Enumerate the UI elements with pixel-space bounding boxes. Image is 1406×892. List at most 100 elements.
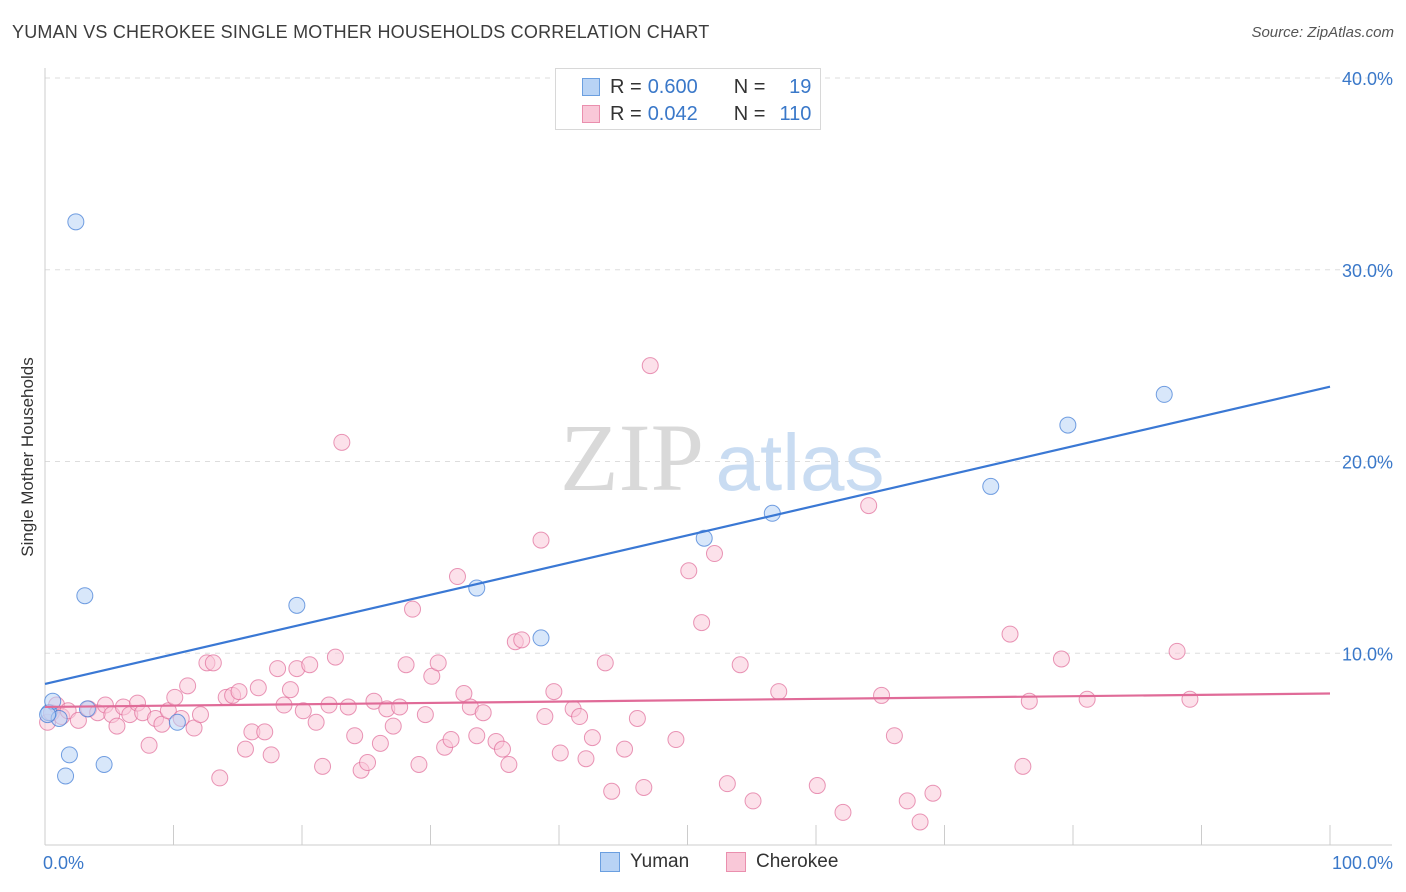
cherokee-point-23 [191, 706, 209, 724]
cherokee-point-107 [1078, 690, 1096, 708]
legend-swatch-yuman [600, 852, 620, 872]
yuman-point-6 [76, 587, 94, 605]
cherokee-point-95 [808, 777, 826, 795]
cherokee-point-108 [1168, 642, 1186, 660]
cherokee-point-34 [262, 746, 280, 764]
cherokee-point-100 [898, 792, 916, 810]
n-value-cherokee: 110 [779, 102, 812, 125]
cherokee-point-74 [536, 708, 554, 726]
yuman-point-10 [288, 596, 306, 614]
cherokee-point-60 [429, 654, 447, 672]
n-value-yuman: 19 [789, 75, 812, 98]
yuman-point-8 [95, 755, 113, 773]
cherokee-point-87 [667, 731, 685, 749]
cherokee-point-82 [603, 782, 621, 800]
r-label: R = [610, 102, 642, 125]
cherokee-point-15 [140, 736, 158, 754]
cherokee-point-57 [410, 755, 428, 773]
cherokee-point-45 [333, 433, 351, 451]
yuman-point-16 [1059, 416, 1077, 434]
cherokee-point-66 [468, 727, 486, 745]
cherokee-point-106 [1052, 650, 1070, 668]
cherokee-point-30 [236, 740, 254, 758]
yuman-point-15 [982, 477, 1000, 495]
cherokee-point-69 [493, 740, 511, 758]
cherokee-point-55 [397, 656, 415, 674]
cherokee-point-93 [744, 792, 762, 810]
tick-labels: 10.0% 20.0% 30.0% 40.0% 0.0% 100.0% [43, 69, 1393, 873]
yuman-point-13 [695, 529, 713, 547]
cherokee-point-96 [834, 803, 852, 821]
yuman-point-18 [39, 706, 57, 724]
cherokee-point-76 [551, 744, 569, 762]
cherokee-point-37 [281, 681, 299, 699]
cherokee-point-78 [571, 708, 589, 726]
legend-item-cherokee[interactable]: Cherokee [726, 851, 838, 873]
cherokee-point-49 [359, 754, 377, 772]
legend-label-cherokee: Cherokee [756, 851, 839, 872]
cherokee-trend-line [44, 692, 1331, 709]
cherokee-point-46 [339, 698, 357, 716]
watermark: ZIP atlas [560, 404, 884, 511]
legend-item-yuman[interactable]: Yuman [600, 851, 689, 873]
yuman-trend-line [44, 385, 1331, 686]
y-tick-label-3: 40.0% [1342, 69, 1393, 89]
cherokee-point-5 [69, 711, 87, 729]
yuman-points [39, 213, 1173, 785]
cherokee-point-47 [346, 727, 364, 745]
watermark-zip: ZIP [560, 404, 704, 511]
cherokee-point-91 [718, 775, 736, 793]
legend-swatch-yuman [582, 78, 600, 96]
legend-stats: R = 0.600 N = 19 R = 0.042 N = 110 [555, 68, 821, 130]
cherokee-point-94 [770, 683, 788, 701]
cherokee-point-39 [294, 702, 312, 720]
chart-title: YUMAN VS CHEROKEE SINGLE MOTHER HOUSEHOL… [12, 22, 710, 42]
cherokee-point-42 [314, 757, 332, 775]
n-label: N = [733, 75, 766, 98]
y-tick-label-2: 30.0% [1342, 261, 1393, 281]
y-tick-label-0: 10.0% [1342, 644, 1393, 664]
grid-lines [45, 77, 1392, 654]
cherokee-point-84 [628, 709, 646, 727]
cherokee-point-50 [365, 692, 383, 710]
legend-label-yuman: Yuman [630, 851, 690, 872]
yuman-point-4 [60, 746, 78, 764]
yuman-point-3 [57, 767, 75, 785]
chart-source: Source: ZipAtlas.com [1251, 24, 1394, 41]
yuman-point-14 [763, 504, 781, 522]
axes [44, 68, 1392, 846]
cherokee-point-35 [269, 660, 287, 678]
cherokee-point-19 [166, 688, 184, 706]
n-label: N = [733, 102, 766, 125]
cherokee-point-99 [885, 727, 903, 745]
cherokee-point-53 [384, 717, 402, 735]
legend-row-cherokee: R = 0.042 N = 110 [582, 101, 811, 127]
x-tick-label-1: 100.0% [1332, 853, 1393, 873]
cherokee-point-54 [391, 698, 409, 716]
watermark-atlas: atlas [716, 418, 885, 507]
cherokee-points [39, 357, 1199, 831]
cherokee-point-86 [641, 357, 659, 375]
cherokee-point-67 [474, 704, 492, 722]
cherokee-point-98 [873, 686, 891, 704]
legend-swatch-cherokee [582, 105, 600, 123]
legend-swatch-cherokee [726, 852, 746, 872]
cherokee-point-51 [371, 734, 389, 752]
cherokee-point-83 [616, 740, 634, 758]
yuman-point-9 [168, 713, 186, 731]
cherokee-point-90 [705, 545, 723, 563]
cherokee-point-102 [924, 784, 942, 802]
cherokee-point-25 [204, 654, 222, 672]
r-label: R = [610, 75, 642, 98]
cherokee-point-44 [326, 648, 344, 666]
cherokee-point-56 [404, 600, 422, 618]
cherokee-point-70 [500, 755, 518, 773]
cherokee-point-63 [448, 568, 466, 586]
cherokee-point-75 [545, 683, 563, 701]
y-tick-label-1: 20.0% [1342, 453, 1393, 473]
cherokee-point-92 [731, 656, 749, 674]
cherokee-point-80 [583, 729, 601, 747]
yuman-point-5 [67, 213, 85, 231]
legend-row-yuman: R = 0.600 N = 19 [582, 74, 811, 100]
